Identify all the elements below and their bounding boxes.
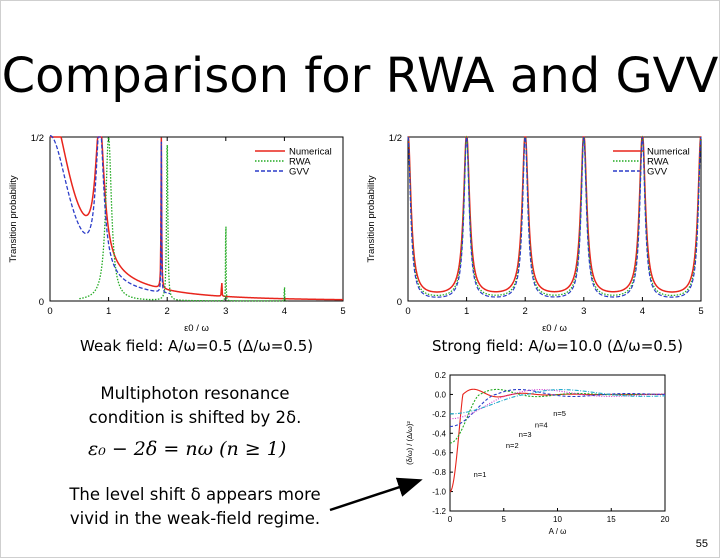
chart-strong-field: 0 1 2 3 4 5 0 1/2 ε0 / ω Transition probability Nu… xyxy=(366,133,704,334)
series-label: n=4 xyxy=(535,420,548,429)
shift-curve xyxy=(450,389,666,420)
caption-weak-field: Weak field: A/ω=0.5 (Δ/ω=0.5) xyxy=(80,337,314,355)
y-tick-label: -1.0 xyxy=(432,488,446,497)
y-tick-label: 0 xyxy=(39,297,44,308)
legend-label: RWA xyxy=(289,157,311,168)
y-tick-label: -0.6 xyxy=(432,449,446,458)
gvv-curve-left xyxy=(50,135,80,227)
gvv-curve xyxy=(407,136,702,298)
shift-text: The level shift δ appears more vivid in … xyxy=(45,483,345,531)
x-tick-label: 10 xyxy=(553,515,562,524)
plot-frame xyxy=(49,136,344,302)
y-tick-label: 0.0 xyxy=(435,390,447,399)
x-tick-label: 4 xyxy=(282,306,287,317)
page-number: 55 xyxy=(695,538,708,550)
shift-curve xyxy=(449,388,666,428)
chart-level-shift: 0 5 10 15 20 0.2 0.0 -0.2 -0.4 -0.6 -0.8 -1.0 -1.2 A … xyxy=(405,371,670,536)
series-label: n=5 xyxy=(553,409,566,418)
caption-strong-field: Strong field: A/ω=10.0 (Δ/ω=0.5) xyxy=(432,337,684,355)
x-tick-label: 1 xyxy=(106,306,111,317)
x-tick-label: 2 xyxy=(165,306,170,317)
x-tick-label: 0 xyxy=(47,306,52,317)
series-label: n=3 xyxy=(519,430,532,439)
series-label: n=2 xyxy=(506,441,519,450)
y-tick-label: 1/2 xyxy=(31,133,44,144)
rwa-curve xyxy=(79,136,288,302)
x-tick-label: 3 xyxy=(223,306,228,317)
resonance-text-line2: condition is shifted by 2δ. xyxy=(88,408,302,427)
y-tick-label: -1.2 xyxy=(432,507,446,516)
y-tick-label: -0.2 xyxy=(432,410,446,419)
legend-label: GVV xyxy=(289,167,310,178)
y-tick-label: -0.8 xyxy=(432,468,446,477)
x-tick-label: 15 xyxy=(607,515,616,524)
legend-label: Numerical xyxy=(647,147,690,158)
y-tick-label: 0.2 xyxy=(435,371,447,380)
resonance-text-line1: Multiphoton resonance xyxy=(100,384,290,403)
y-tick-label: 0 xyxy=(397,297,402,308)
numerical-curve xyxy=(407,136,702,293)
x-tick-label: 1 xyxy=(464,306,469,317)
shift-text-line1: The level shift δ appears more xyxy=(69,485,321,504)
x-tick-label: 3 xyxy=(581,306,586,317)
y-axis-label: (δ/ω) / (Δ/ω)² xyxy=(405,421,414,465)
shift-curve xyxy=(449,388,666,444)
y-tick-label: 1/2 xyxy=(389,133,402,144)
y-axis-label: Transition probability xyxy=(8,175,19,263)
x-axis-label: ε0 / ω xyxy=(184,323,209,334)
plot-frame xyxy=(407,136,702,302)
resonance-text: Multiphoton resonance condition is shift… xyxy=(60,382,330,430)
x-tick-label: 0 xyxy=(448,515,453,524)
x-tick-label: 20 xyxy=(661,515,670,524)
x-tick-label: 5 xyxy=(698,306,703,317)
legend-label: RWA xyxy=(647,157,669,168)
y-axis-label: Transition probability xyxy=(366,175,377,263)
x-tick-label: 5 xyxy=(340,306,345,317)
gvv-curve xyxy=(78,136,171,295)
x-tick-label: 0 xyxy=(405,306,410,317)
x-tick-label: 2 xyxy=(523,306,528,317)
x-tick-label: 4 xyxy=(640,306,645,317)
slide-title: Comparison for RWA and GVV xyxy=(1,48,719,104)
x-axis-label: ε0 / ω xyxy=(542,323,567,334)
plot-frame xyxy=(449,374,666,512)
legend-label: GVV xyxy=(647,167,668,178)
resonance-equation: ε₀ − 2δ = nω (n ≥ 1) xyxy=(88,438,287,460)
chart-weak-field: 0 1 2 3 4 5 0 1/2 ε0 / ω Transition probability Nu… xyxy=(8,133,346,334)
x-tick-label: 5 xyxy=(502,515,507,524)
y-tick-label: -0.4 xyxy=(432,429,446,438)
shift-text-line2: vivid in the weak-field regime. xyxy=(69,509,321,528)
legend-label: Numerical xyxy=(289,147,332,158)
series-label: n=1 xyxy=(474,470,487,479)
x-axis-label: A / ω xyxy=(549,527,567,536)
